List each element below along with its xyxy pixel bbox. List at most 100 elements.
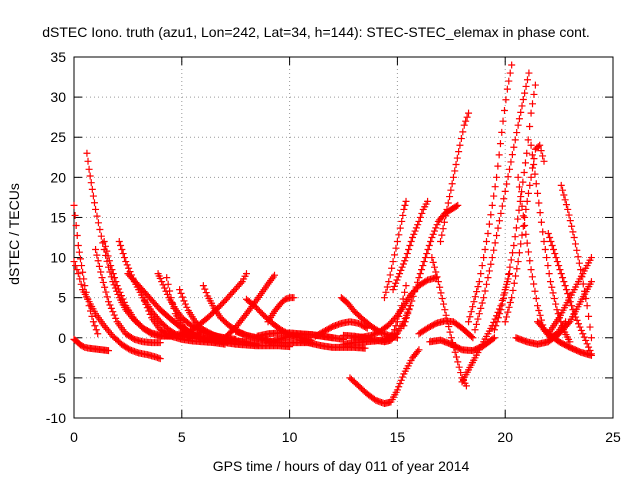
data-point [557,181,565,189]
y-tick-label: 30 [50,89,66,105]
data-point [505,270,513,278]
data-point [562,201,570,209]
data-point [466,313,474,321]
data-point [502,313,510,321]
data-point [510,143,518,151]
data-point [517,108,525,116]
data-point [433,221,441,229]
data-point [481,287,489,295]
data-point [534,189,542,197]
data-point [101,242,109,250]
data-point [446,328,454,336]
data-point [117,242,125,250]
data-point [386,271,394,279]
data-point [120,298,128,306]
data-point [473,288,481,296]
data-point [442,311,450,319]
data-point [399,211,407,219]
data-point [519,96,527,104]
data-point [71,211,79,219]
data-point [156,274,164,282]
data-point [110,281,118,289]
data-point [119,250,127,258]
data-point [462,382,470,390]
data-point [497,209,505,217]
data-point [562,286,570,294]
data-point [452,202,460,210]
data-point [454,358,462,366]
data-point [506,69,514,77]
data-point [434,278,442,286]
data-point [142,300,150,308]
data-point [547,238,555,246]
data-point [449,339,457,347]
data-point [478,299,486,307]
data-point [451,167,459,175]
data-point [463,113,471,121]
data-point [524,189,532,197]
data-series [311,318,371,340]
data-point [503,180,511,188]
data-point [577,266,585,274]
data-point [540,238,548,246]
data-point [161,284,169,292]
data-point [116,288,124,296]
data-point [555,262,563,270]
data-point [490,326,498,334]
data-point [491,183,499,191]
data-point [537,147,545,155]
data-point [73,266,81,274]
data-point [531,287,539,295]
data-point [506,298,514,306]
data-point [518,231,526,239]
data-point [408,297,416,305]
data-point [123,261,131,269]
data-point [518,202,526,210]
data-point [586,323,594,331]
data-point [494,224,502,232]
data-point [395,231,403,239]
data-point [167,294,175,302]
data-point [561,282,569,290]
data-point [411,227,419,235]
data-point [380,294,388,302]
data-point [467,308,475,316]
data-point [436,283,444,291]
data-series [428,254,470,390]
y-tick-label: 0 [58,330,66,346]
data-point [564,290,572,298]
data-point [570,234,578,241]
data-point [447,334,455,342]
data-point [383,283,391,291]
data-point [393,238,401,246]
data-point [156,355,164,363]
data-point [535,307,543,315]
data-point [438,231,446,239]
data-point [515,206,523,214]
data-point [532,180,540,188]
data-point [177,289,185,297]
data-point [468,333,476,341]
data-point [83,149,91,157]
data-point [84,157,92,165]
data-point [428,254,436,262]
data-point [564,205,572,213]
data-point [98,274,106,282]
data-point [587,334,595,342]
data-point [166,287,174,295]
data-point [398,263,406,271]
data-point [290,294,298,302]
data-point [517,240,525,248]
data-point [400,322,408,330]
data-point [445,323,453,331]
data-point [529,100,537,108]
data-point [455,363,463,371]
data-point [565,319,573,327]
data-point [534,302,542,310]
data-point [81,282,89,290]
data-point [506,263,514,271]
data-point [414,278,422,286]
data-point [106,301,114,309]
data-point [471,293,479,301]
data-point [104,252,112,260]
